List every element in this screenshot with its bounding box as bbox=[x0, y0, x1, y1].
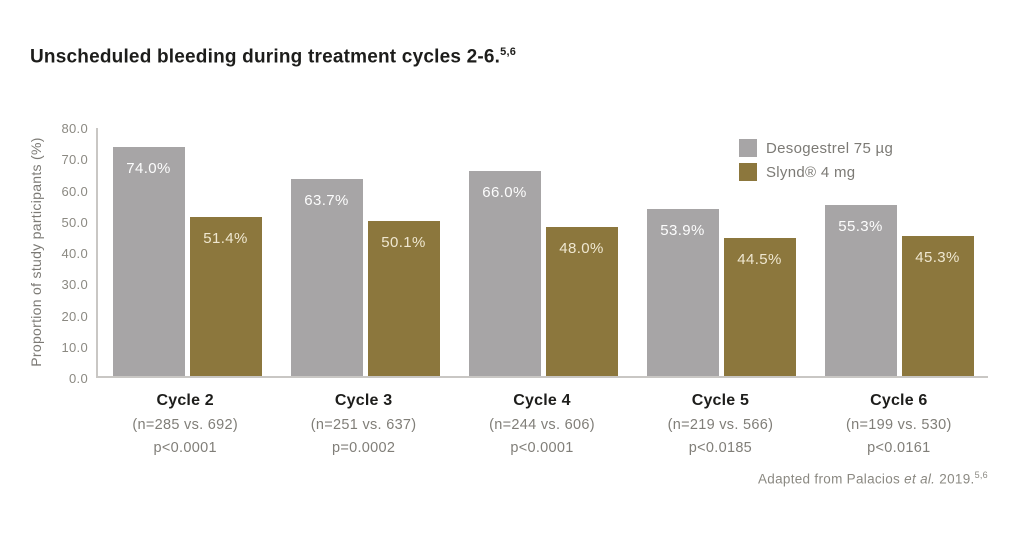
cycle-label: Cycle 2 bbox=[156, 392, 214, 409]
legend-item: Desogestrel 75 µg bbox=[739, 139, 893, 157]
sample-size-label: (n=219 vs. 566) bbox=[667, 417, 774, 433]
bar-desogestrel: 55.3% bbox=[824, 204, 897, 376]
sample-size-label: (n=199 vs. 530) bbox=[845, 417, 952, 433]
cycle-label: Cycle 5 bbox=[691, 392, 750, 409]
source-note-prefix: Adapted from Palacios bbox=[757, 471, 905, 487]
cycle-label: Cycle 3 bbox=[334, 392, 393, 409]
legend: Desogestrel 75 µg Slynd® 4 mg bbox=[739, 139, 893, 187]
p-value-label: p<0.0185 bbox=[688, 440, 753, 456]
bar-value-label: 44.5% bbox=[737, 251, 782, 269]
y-tick-label: 50.0 bbox=[61, 214, 88, 230]
source-note-reference-superscript: 5,6 bbox=[974, 470, 988, 480]
y-tick-label: 80.0 bbox=[61, 121, 88, 136]
bar-desogestrel: 74.0% bbox=[112, 146, 185, 376]
p-value-label: p=0.0002 bbox=[331, 440, 396, 456]
bar-group: 63.7% 50.1% bbox=[276, 128, 454, 376]
bar-desogestrel: 66.0% bbox=[468, 171, 541, 376]
plot-area: 74.0% 51.4% 63.7% 50.1% 66.0% 48.0% 53.9% 44.5%… bbox=[96, 128, 988, 378]
chart-title: Unscheduled bleeding during treatment cy… bbox=[30, 46, 516, 68]
bar-value-label: 74.0% bbox=[126, 159, 171, 177]
bar-value-label: 51.4% bbox=[203, 229, 248, 247]
chart-title-text: Unscheduled bleeding during treatment cy… bbox=[30, 46, 501, 68]
y-tick-label: 40.0 bbox=[61, 246, 88, 261]
p-value-label: p<0.0001 bbox=[153, 440, 217, 456]
source-note-italic: et al. bbox=[904, 471, 936, 487]
y-tick-label: 0.0 bbox=[69, 371, 88, 386]
bar-desogestrel: 63.7% bbox=[290, 178, 363, 376]
bar-desogestrel: 53.9% bbox=[646, 208, 719, 376]
bar-group: 74.0% 51.4% bbox=[98, 128, 276, 376]
source-note-suffix: 2019. bbox=[935, 471, 975, 487]
chart-title-reference-superscript: 5,6 bbox=[500, 46, 517, 58]
y-tick-label: 10.0 bbox=[61, 339, 88, 355]
bar-value-label: 66.0% bbox=[482, 184, 527, 202]
x-axis-group-label: Cycle 4 (n=244 vs. 606) p<0.0001 bbox=[453, 392, 631, 456]
sample-size-label: (n=285 vs. 692) bbox=[132, 417, 239, 433]
x-axis-group-label: Cycle 5 (n=219 vs. 566) p<0.0185 bbox=[631, 392, 809, 456]
bar-value-label: 45.3% bbox=[915, 248, 960, 266]
legend-item: Slynd® 4 mg bbox=[739, 163, 893, 181]
bar-value-label: 53.9% bbox=[660, 221, 705, 239]
y-tick-label: 30.0 bbox=[61, 277, 88, 293]
y-tick-label: 60.0 bbox=[61, 183, 88, 199]
y-tick-label: 70.0 bbox=[61, 152, 88, 168]
bar-groups: 74.0% 51.4% 63.7% 50.1% 66.0% 48.0% 53.9% 44.5%… bbox=[98, 128, 988, 376]
bar-slynd: 50.1% bbox=[367, 220, 440, 376]
bar-group: 53.9% 44.5% bbox=[632, 128, 810, 376]
p-value-label: p<0.0001 bbox=[510, 440, 574, 456]
legend-swatch-icon bbox=[739, 139, 757, 157]
x-axis-group-label: Cycle 6 (n=199 vs. 530) p<0.0161 bbox=[810, 392, 988, 456]
x-axis-labels: Cycle 2 (n=285 vs. 692) p<0.0001 Cycle 3 (n=… bbox=[96, 392, 988, 456]
bar-slynd: 48.0% bbox=[545, 227, 618, 376]
legend-swatch-icon bbox=[739, 163, 757, 181]
bar-group: 66.0% 48.0% bbox=[454, 128, 632, 376]
x-axis-group-label: Cycle 2 (n=285 vs. 692) p<0.0001 bbox=[96, 392, 274, 456]
y-axis-tick-labels: 0.0 10.0 20.0 30.0 40.0 50.0 60.0 70.0 80.0 bbox=[28, 121, 88, 386]
bar-value-label: 48.0% bbox=[559, 240, 604, 258]
cycle-label: Cycle 6 bbox=[870, 392, 928, 409]
bar-value-label: 63.7% bbox=[304, 191, 349, 209]
bar-value-label: 55.3% bbox=[838, 217, 883, 235]
legend-label: Slynd® 4 mg bbox=[766, 163, 856, 181]
legend-label: Desogestrel 75 µg bbox=[766, 139, 894, 157]
sample-size-label: (n=244 vs. 606) bbox=[489, 417, 595, 433]
p-value-label: p<0.0161 bbox=[867, 440, 931, 456]
y-tick-label: 20.0 bbox=[61, 308, 88, 324]
bar-slynd: 51.4% bbox=[189, 216, 262, 376]
bar-value-label: 50.1% bbox=[381, 233, 426, 251]
x-axis-group-label: Cycle 3 (n=251 vs. 637) p=0.0002 bbox=[274, 392, 452, 456]
bar-slynd: 44.5% bbox=[723, 238, 796, 376]
bar-group: 55.3% 45.3% bbox=[810, 128, 988, 376]
source-note: Adapted from Palacios et al. 2019.5,6 bbox=[758, 470, 988, 487]
cycle-label: Cycle 4 bbox=[513, 392, 571, 409]
bar-slynd: 45.3% bbox=[901, 235, 974, 376]
sample-size-label: (n=251 vs. 637) bbox=[310, 417, 417, 433]
